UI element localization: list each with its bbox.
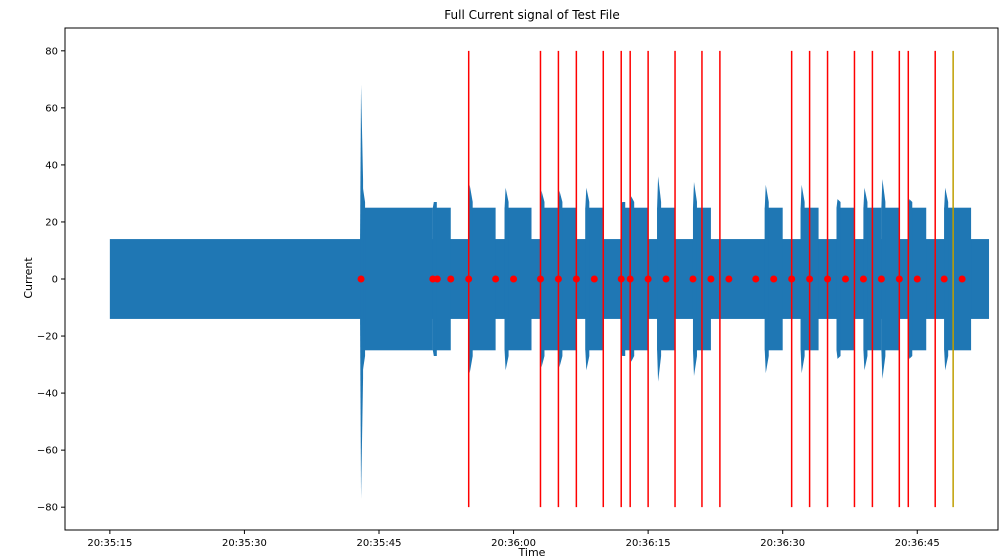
event-marker (689, 275, 697, 283)
y-tick-label: −40 (37, 389, 58, 400)
signal-load-segment (540, 207, 559, 351)
event-marker (940, 275, 948, 283)
x-tick-label: 20:35:30 (222, 538, 267, 549)
y-tick-label: 60 (45, 103, 58, 114)
y-axis: 80 60 40 20 0 −20 −40 −60 −80 (37, 46, 65, 514)
x-tick-label: 20:35:45 (357, 538, 402, 549)
event-marker (707, 275, 715, 283)
event-marker (913, 275, 921, 283)
event-marker (895, 275, 903, 283)
y-axis-title: Current (22, 257, 35, 299)
signal-load-segment (361, 207, 433, 351)
x-tick-label: 20:36:00 (491, 538, 536, 549)
event-marker (662, 275, 670, 283)
signal-load-segment (630, 207, 649, 351)
x-tick-label: 20:36:15 (626, 538, 671, 549)
event-marker (510, 275, 518, 283)
signal-spike (360, 85, 364, 499)
signal-overshoot (585, 187, 590, 371)
event-marker (788, 275, 796, 283)
y-tick-label: 80 (45, 46, 58, 57)
x-axis: 20:35:15 20:35:30 20:35:45 20:36:00 20:36:15… (87, 530, 940, 549)
chart-title: Full Current signal of Test File (444, 8, 619, 22)
event-marker (465, 275, 473, 283)
signal-load-segment (621, 207, 631, 351)
y-tick-label: 40 (45, 160, 58, 171)
x-axis-title: Time (518, 546, 546, 559)
signal-load-segment (468, 207, 496, 351)
signal-load-segment (558, 207, 577, 351)
y-tick-label: −80 (37, 503, 58, 514)
event-marker (617, 275, 625, 283)
event-marker (752, 275, 760, 283)
signal-load-segment (432, 207, 451, 351)
event-marker (824, 275, 832, 283)
event-marker (447, 275, 455, 283)
event-marker (958, 275, 966, 283)
event-marker (725, 275, 733, 283)
event-marker (859, 275, 867, 283)
event-marker (770, 275, 778, 283)
y-tick-label: −20 (37, 332, 58, 343)
event-marker (492, 275, 500, 283)
x-tick-label: 20:35:15 (87, 538, 132, 549)
y-tick-label: 0 (52, 275, 58, 286)
event-marker (357, 275, 365, 283)
signal-load-segment (881, 207, 900, 351)
plot-area (64, 27, 999, 531)
event-marker (841, 275, 849, 283)
event-marker (572, 275, 580, 283)
event-marker (877, 275, 885, 283)
signal-overshoot (764, 184, 769, 374)
event-marker (554, 275, 562, 283)
signal-overshoot (908, 199, 913, 359)
x-tick-label: 20:36:30 (760, 538, 805, 549)
signal-overshoot (800, 184, 805, 374)
event-marker (590, 275, 598, 283)
y-tick-label: −60 (37, 446, 58, 457)
event-marker (806, 275, 814, 283)
event-marker (644, 275, 652, 283)
signal-overshoot (657, 176, 662, 382)
signal-overshoot (504, 187, 509, 371)
signal-load-segment (944, 207, 972, 351)
signal-overshoot (836, 199, 841, 359)
signal-load-segment (504, 207, 532, 351)
event-marker (536, 275, 544, 283)
signal-baseline-band (109, 239, 362, 319)
y-tick-label: 20 (45, 217, 58, 228)
event-marker (626, 275, 634, 283)
event-marker (433, 275, 441, 283)
x-tick-label: 20:36:45 (895, 538, 940, 549)
